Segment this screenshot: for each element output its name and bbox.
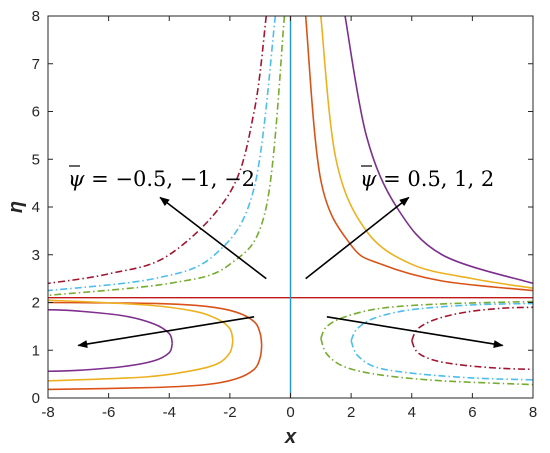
arrow-3 xyxy=(77,316,255,348)
annotation-negative-psi: ψ xyxy=(68,167,85,191)
y-tick-label-7: 7 xyxy=(32,56,40,73)
y-ticks: 0 1 2 3 4 5 6 7 8 xyxy=(32,8,533,407)
y-tick-label-6: 6 xyxy=(32,104,40,121)
series-3-branch-1 xyxy=(344,16,533,285)
annotation-positive-psi: ψ xyxy=(360,167,377,191)
annotation-positive: ψ = 0.5, 1, 2 xyxy=(360,167,494,191)
x-tick-label--8: -8 xyxy=(41,404,54,421)
arrow-2 xyxy=(305,196,410,280)
series-1-branch-2 xyxy=(48,301,263,346)
annotation-positive-values: = 0.5, 1, 2 xyxy=(376,167,494,191)
y-tick-label-5: 5 xyxy=(32,151,40,168)
arrows xyxy=(77,196,504,348)
series-5-branch-1 xyxy=(48,16,277,292)
y-tick-label-2: 2 xyxy=(32,295,40,312)
y-tick-label-4: 4 xyxy=(32,199,40,216)
series-6-branch-2 xyxy=(411,306,533,342)
x-tick-label-4: 4 xyxy=(408,404,416,421)
annotation-negative-values: = −0.5, −1, −2 xyxy=(84,167,255,191)
annotation-negative: ψ = −0.5, −1, −2 xyxy=(68,167,255,191)
x-tick-label-2: 2 xyxy=(347,404,355,421)
series-4-branch-1 xyxy=(48,16,286,297)
arrow-4 xyxy=(326,316,504,348)
series-2-branch-1 xyxy=(320,16,533,289)
x-axis-label: x xyxy=(284,426,297,448)
x-ticks: -8 -6 -4 -2 0 2 4 6 8 xyxy=(41,16,537,421)
x-tick-label--2: -2 xyxy=(223,404,236,421)
y-tick-label-8: 8 xyxy=(32,8,40,25)
series-1-branch-1 xyxy=(304,16,533,292)
series-6-branch-1 xyxy=(48,16,268,285)
series-5-branch-3 xyxy=(350,340,533,381)
series-2-branch-2 xyxy=(48,299,234,341)
series-1-branch-3 xyxy=(48,345,263,391)
series-3-branch-3 xyxy=(48,342,174,373)
series-3-branch-2 xyxy=(48,308,174,344)
x-tick-label--6: -6 xyxy=(102,404,115,421)
y-axis-label: η xyxy=(5,201,27,213)
y-tick-label-3: 3 xyxy=(32,247,40,264)
x-tick-label-8: 8 xyxy=(529,404,537,421)
y-tick-label-1: 1 xyxy=(32,342,40,359)
series-4-branch-3 xyxy=(320,338,533,386)
series-2-branch-3 xyxy=(48,340,234,382)
y-tick-label-0: 0 xyxy=(32,390,40,407)
x-tick-label-0: 0 xyxy=(286,404,294,421)
series-6-branch-3 xyxy=(411,340,533,371)
plot-lines xyxy=(48,16,533,398)
x-tick-label--4: -4 xyxy=(163,404,176,421)
arrow-1 xyxy=(159,196,267,280)
annotations: ψ = −0.5, −1, −2 ψ = 0.5, 1, 2 xyxy=(68,165,494,191)
x-tick-label-6: 6 xyxy=(468,404,476,421)
